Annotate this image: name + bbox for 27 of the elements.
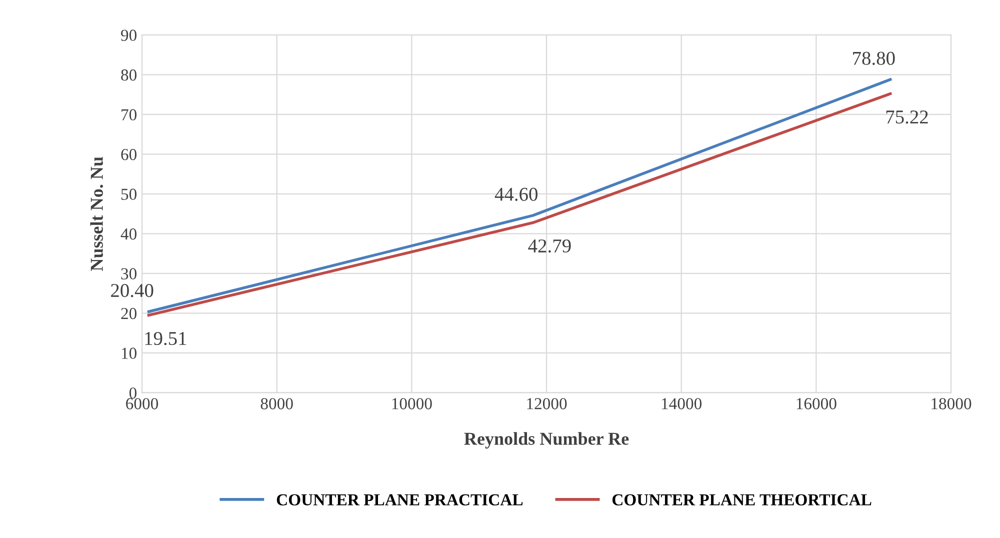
y-tick-label: 50 — [121, 188, 137, 200]
y-tick-label: 10 — [122, 348, 137, 359]
y-tick-label: 20 — [121, 308, 137, 320]
y-tick-label: 40 — [120, 228, 137, 240]
data-label: 75.22 — [886, 110, 928, 124]
data-label: 19.51 — [145, 332, 186, 346]
data-label: 42.79 — [528, 239, 571, 253]
y-tick-label: 80 — [121, 69, 137, 81]
x-tick-label: 16000 — [796, 398, 836, 410]
data-label: 44.60 — [494, 188, 538, 201]
x-tick-label: 14000 — [662, 398, 702, 410]
data-label: 20.40 — [111, 284, 154, 298]
x-tick-label: 18000 — [932, 398, 972, 410]
y-axis-title: Nusselt No. Nu — [90, 156, 103, 271]
x-tick-label: 12000 — [527, 398, 567, 410]
x-axis-title: Reynolds Number Re — [464, 432, 629, 449]
y-tick-label: 60 — [121, 148, 137, 160]
y-tick-label: 0 — [129, 387, 137, 399]
x-tick-label: 8000 — [260, 398, 293, 410]
legend-label: COUNTER PLANE THEORTICAL — [612, 494, 872, 506]
y-tick-label: 70 — [122, 109, 137, 120]
x-tick-label: 6000 — [126, 398, 158, 410]
data-label: 78.80 — [853, 52, 895, 65]
y-tick-label: 30 — [121, 268, 137, 280]
legend-label: COUNTER PLANE PRACTICAL — [276, 494, 523, 506]
y-tick-label: 90 — [121, 30, 137, 41]
x-tick-label: 10000 — [392, 398, 432, 410]
